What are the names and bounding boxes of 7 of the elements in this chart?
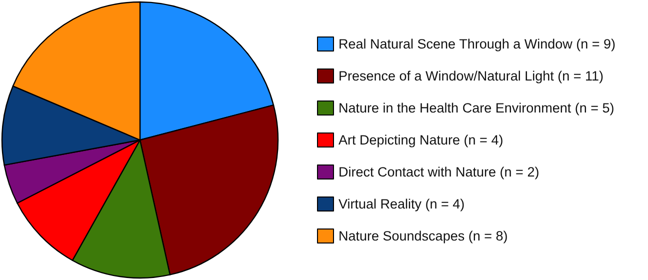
legend-label: Nature in the Health Care Environment (n = 5) bbox=[338, 100, 614, 116]
legend-label: Nature Soundscapes (n = 8) bbox=[338, 228, 508, 244]
legend-label: Real Natural Scene Through a Window (n = 9) bbox=[338, 36, 616, 52]
legend-label: Direct Contact with Nature (n = 2) bbox=[338, 164, 540, 180]
legend-label: Art Depicting Nature (n = 4) bbox=[338, 132, 504, 148]
legend-label: Presence of a Window/Natural Light (n = 11) bbox=[338, 68, 604, 84]
legend-label: Virtual Reality (n = 4) bbox=[338, 196, 465, 212]
